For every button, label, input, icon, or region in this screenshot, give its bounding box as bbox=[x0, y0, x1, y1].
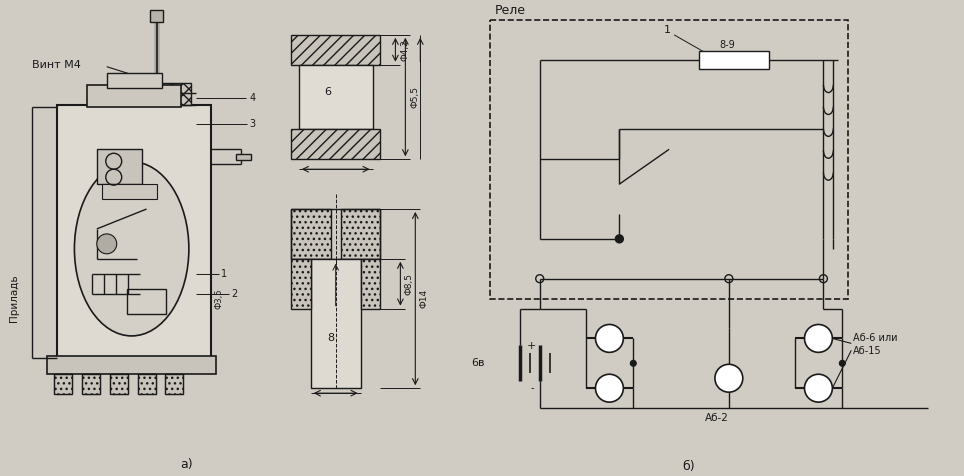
Bar bbox=[87, 85, 181, 107]
Bar bbox=[54, 374, 72, 394]
Text: а): а) bbox=[180, 458, 193, 471]
Text: 3: 3 bbox=[249, 119, 255, 129]
Text: 2: 2 bbox=[231, 288, 237, 298]
Bar bbox=[57, 105, 211, 358]
Circle shape bbox=[596, 325, 624, 352]
Bar bbox=[54, 374, 72, 394]
Bar bbox=[291, 35, 381, 65]
Bar bbox=[162, 83, 192, 105]
Circle shape bbox=[840, 360, 845, 367]
Text: Аб-15: Аб-15 bbox=[853, 347, 882, 357]
Text: Реле: Реле bbox=[495, 4, 526, 17]
Text: -: - bbox=[530, 383, 533, 393]
Ellipse shape bbox=[74, 162, 189, 336]
Bar bbox=[82, 374, 100, 394]
Bar bbox=[340, 209, 381, 259]
Bar bbox=[166, 374, 183, 394]
Bar bbox=[110, 374, 127, 394]
Text: Ф14: Ф14 bbox=[419, 289, 428, 308]
Bar bbox=[361, 259, 381, 308]
Text: Приладь: Приладь bbox=[10, 275, 19, 322]
Circle shape bbox=[630, 360, 636, 367]
Circle shape bbox=[615, 235, 624, 243]
Bar bbox=[291, 209, 331, 259]
Text: Ф4,2: Ф4,2 bbox=[400, 39, 410, 60]
Text: 8: 8 bbox=[327, 333, 335, 343]
Text: 1: 1 bbox=[664, 25, 671, 35]
Text: Аб-6 или: Аб-6 или bbox=[853, 333, 897, 344]
Text: Винт М4: Винт М4 bbox=[32, 60, 81, 69]
Text: +: + bbox=[527, 341, 536, 351]
Circle shape bbox=[96, 234, 117, 254]
Bar bbox=[96, 149, 142, 184]
Text: б): б) bbox=[683, 460, 695, 473]
Circle shape bbox=[805, 374, 832, 402]
Bar bbox=[236, 154, 251, 160]
Text: 6: 6 bbox=[324, 87, 332, 97]
Text: Аб-2: Аб-2 bbox=[705, 413, 729, 423]
Bar bbox=[82, 374, 100, 394]
Text: 1: 1 bbox=[221, 269, 228, 279]
Bar bbox=[291, 129, 381, 159]
Text: 6в: 6в bbox=[471, 358, 485, 368]
Bar bbox=[699, 51, 768, 69]
Bar bbox=[138, 374, 155, 394]
Text: 8-9: 8-9 bbox=[719, 40, 735, 50]
Text: Ф3,5: Ф3,5 bbox=[215, 288, 224, 308]
Bar bbox=[47, 357, 216, 374]
Circle shape bbox=[805, 325, 832, 352]
Text: Ф8,5: Ф8,5 bbox=[404, 273, 414, 295]
Text: 4: 4 bbox=[249, 92, 255, 102]
Bar bbox=[490, 20, 848, 298]
Bar bbox=[310, 259, 361, 388]
Circle shape bbox=[596, 374, 624, 402]
Bar bbox=[110, 374, 127, 394]
Bar bbox=[291, 259, 310, 308]
Text: Ф5,5: Ф5,5 bbox=[411, 86, 419, 108]
Bar bbox=[126, 288, 167, 314]
Circle shape bbox=[715, 364, 743, 392]
Bar bbox=[299, 65, 372, 129]
Bar bbox=[102, 184, 156, 199]
Bar bbox=[291, 209, 381, 259]
Bar bbox=[138, 374, 155, 394]
Bar bbox=[166, 374, 183, 394]
Bar bbox=[107, 73, 162, 88]
Bar bbox=[149, 10, 164, 22]
